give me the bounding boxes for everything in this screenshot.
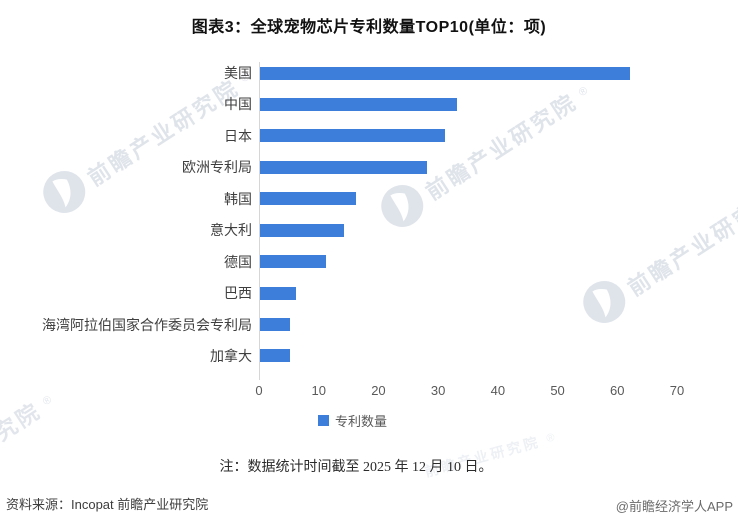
bar — [260, 66, 631, 80]
category-label: 美国 — [224, 65, 252, 81]
bar-row: 海湾阿拉伯国家合作委员会专利局 — [0, 309, 738, 341]
footer-credit: @前瞻经济学人APP — [615, 499, 733, 514]
category-label: 德国 — [224, 253, 252, 270]
bar — [260, 349, 290, 363]
bar-row: 日本 — [0, 120, 738, 152]
registered-mark: ® — [40, 393, 54, 408]
category-label: 中国 — [224, 96, 252, 113]
bar — [260, 160, 428, 174]
category-label: 欧洲专利局 — [182, 159, 252, 176]
x-tick-label: 40 — [490, 383, 506, 398]
x-tick-label: 0 — [255, 383, 263, 398]
category-label: 加拿大 — [210, 347, 252, 364]
bar — [260, 97, 458, 111]
legend: 专利数量 — [318, 411, 387, 430]
x-tick-label: 60 — [610, 383, 625, 398]
bar — [260, 192, 356, 206]
y-axis-line — [259, 62, 260, 380]
bar-row: 巴西 — [0, 277, 738, 309]
bar-row: 美国 — [0, 57, 738, 89]
legend-label: 专利数量 — [335, 414, 388, 429]
x-tick-label: 30 — [430, 383, 446, 398]
bar — [260, 223, 344, 237]
category-label: 巴西 — [224, 285, 252, 302]
bar — [260, 255, 326, 269]
chart-note: 注：数据统计时间截至 2025 年 12 月 10 日。 — [219, 460, 493, 475]
bar — [260, 286, 296, 300]
chart-title: 图表3：全球宠物芯片专利数量TOP10(单位：项) — [191, 19, 547, 36]
bar-row: 欧洲专利局 — [0, 151, 738, 183]
x-tick-label: 70 — [669, 383, 685, 398]
category-label: 海湾阿拉伯国家合作委员会专利局 — [42, 316, 252, 333]
category-label: 韩国 — [224, 190, 252, 207]
registered-mark: ® — [545, 431, 557, 446]
bar — [260, 129, 446, 143]
bar-row: 中国 — [0, 88, 738, 120]
x-tick-label: 10 — [311, 383, 326, 398]
bar-row: 加拿大 — [0, 340, 738, 372]
bar — [260, 318, 290, 332]
x-tick-label: 20 — [371, 383, 386, 398]
bar-row: 意大利 — [0, 214, 738, 246]
category-label: 意大利 — [210, 222, 252, 239]
x-tick-label: 50 — [550, 383, 565, 398]
bar-row: 德国 — [0, 246, 738, 278]
category-label: 日本 — [224, 127, 252, 144]
bar-row: 韩国 — [0, 183, 738, 215]
legend-swatch-icon — [318, 415, 329, 426]
footer-source: 资料来源：Incopat 前瞻产业研究院 — [6, 497, 209, 512]
